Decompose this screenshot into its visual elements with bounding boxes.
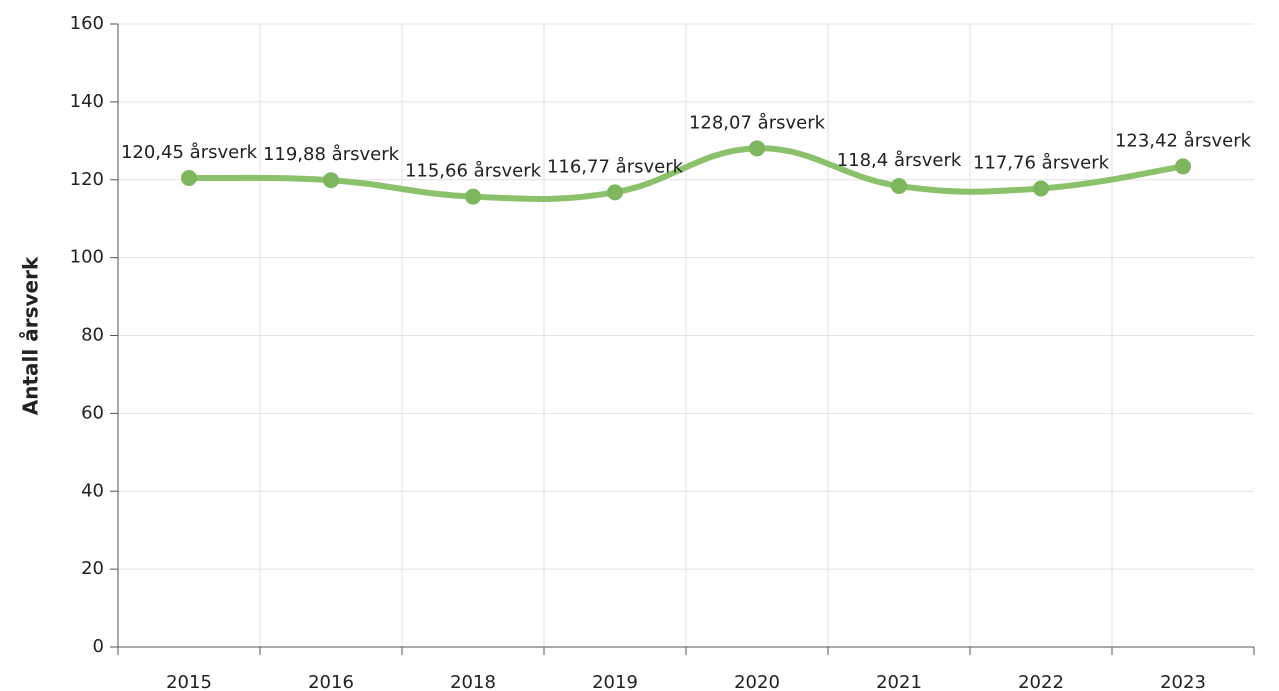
y-tick-label: 60	[81, 402, 104, 423]
point	[323, 172, 339, 189]
y-axis-title: Antall årsverk	[19, 256, 43, 415]
y-tick-label: 100	[70, 247, 104, 268]
line	[186, 145, 1186, 203]
data-label: 119,88 årsverk	[263, 144, 400, 165]
x-tick-label: 2016	[308, 672, 354, 691]
x-tick-label: 2021	[876, 672, 922, 691]
y-tick-label: 80	[81, 325, 104, 346]
x-tick-label: 2018	[450, 672, 496, 691]
y-tick-label: 0	[93, 636, 104, 657]
y-tick-label: 120	[70, 169, 104, 190]
x-tick-label: 2022	[1018, 672, 1064, 691]
point	[1175, 158, 1191, 175]
data-label: 116,77 årsverk	[547, 156, 684, 177]
data-label: 118,4 årsverk	[837, 150, 962, 171]
point	[1033, 180, 1049, 197]
data-label: 123,42 årsverk	[1115, 130, 1252, 151]
x-tick-label: 2019	[592, 672, 638, 691]
x-tick-label: 2023	[1160, 672, 1206, 691]
point	[607, 184, 623, 201]
x-tick-label: 2020	[734, 672, 780, 691]
x-tick-label: 2015	[166, 672, 212, 691]
y-tick-label: 140	[70, 91, 104, 112]
data-label: 117,76 årsverk	[973, 152, 1110, 173]
point	[891, 177, 907, 194]
y-tick-label: 20	[81, 558, 104, 579]
y-tick-label: 40	[81, 480, 104, 501]
point	[181, 169, 197, 186]
data-label: 120,45 årsverk	[121, 142, 258, 163]
point	[465, 188, 481, 205]
y-tick-label: 160	[70, 13, 104, 34]
data-label: 128,07 årsverk	[689, 112, 826, 133]
point	[749, 140, 765, 157]
data-label: 115,66 årsverk	[405, 161, 542, 182]
